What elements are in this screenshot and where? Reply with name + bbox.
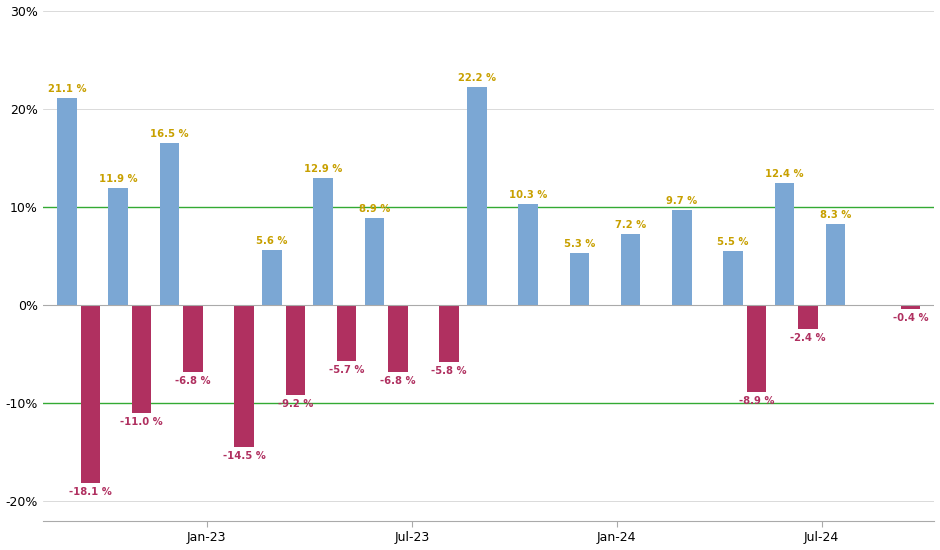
Bar: [313, 178, 333, 305]
Text: 12.9 %: 12.9 %: [304, 164, 342, 174]
Text: -11.0 %: -11.0 %: [120, 417, 163, 427]
Bar: [570, 253, 589, 305]
Bar: [826, 224, 845, 305]
Text: 22.2 %: 22.2 %: [458, 73, 496, 83]
Text: -2.4 %: -2.4 %: [790, 333, 825, 343]
Text: 21.1 %: 21.1 %: [48, 84, 86, 94]
Text: -6.8 %: -6.8 %: [380, 376, 415, 386]
Text: -5.7 %: -5.7 %: [329, 365, 365, 375]
Text: 5.5 %: 5.5 %: [717, 237, 749, 247]
Bar: [798, 305, 818, 328]
Bar: [183, 305, 203, 372]
Bar: [518, 204, 538, 305]
Bar: [388, 305, 408, 372]
Bar: [337, 305, 356, 361]
Bar: [286, 305, 306, 395]
Bar: [132, 305, 151, 413]
Bar: [108, 188, 128, 305]
Bar: [262, 250, 282, 305]
Bar: [901, 305, 920, 309]
Bar: [439, 305, 459, 362]
Text: 11.9 %: 11.9 %: [99, 174, 137, 184]
Text: -8.9 %: -8.9 %: [739, 397, 775, 406]
Text: -6.8 %: -6.8 %: [175, 376, 211, 386]
Bar: [723, 251, 743, 305]
Bar: [81, 305, 101, 483]
Text: 5.3 %: 5.3 %: [564, 239, 595, 249]
Bar: [234, 305, 254, 447]
Text: -18.1 %: -18.1 %: [69, 487, 112, 497]
Text: 12.4 %: 12.4 %: [765, 169, 804, 179]
Bar: [365, 218, 384, 305]
Text: 16.5 %: 16.5 %: [150, 129, 189, 139]
Bar: [672, 210, 692, 305]
Text: -0.4 %: -0.4 %: [893, 313, 928, 323]
Text: 8.9 %: 8.9 %: [359, 204, 390, 214]
Bar: [747, 305, 766, 393]
Bar: [160, 143, 180, 305]
Text: -14.5 %: -14.5 %: [223, 452, 266, 461]
Text: -9.2 %: -9.2 %: [277, 399, 313, 409]
Bar: [467, 87, 487, 305]
Bar: [57, 98, 77, 305]
Text: 5.6 %: 5.6 %: [256, 236, 288, 246]
Bar: [620, 234, 640, 305]
Text: 7.2 %: 7.2 %: [615, 221, 646, 230]
Text: 10.3 %: 10.3 %: [509, 190, 547, 200]
Text: 8.3 %: 8.3 %: [820, 210, 852, 219]
Text: -5.8 %: -5.8 %: [431, 366, 467, 376]
Text: 9.7 %: 9.7 %: [666, 196, 697, 206]
Bar: [775, 183, 794, 305]
